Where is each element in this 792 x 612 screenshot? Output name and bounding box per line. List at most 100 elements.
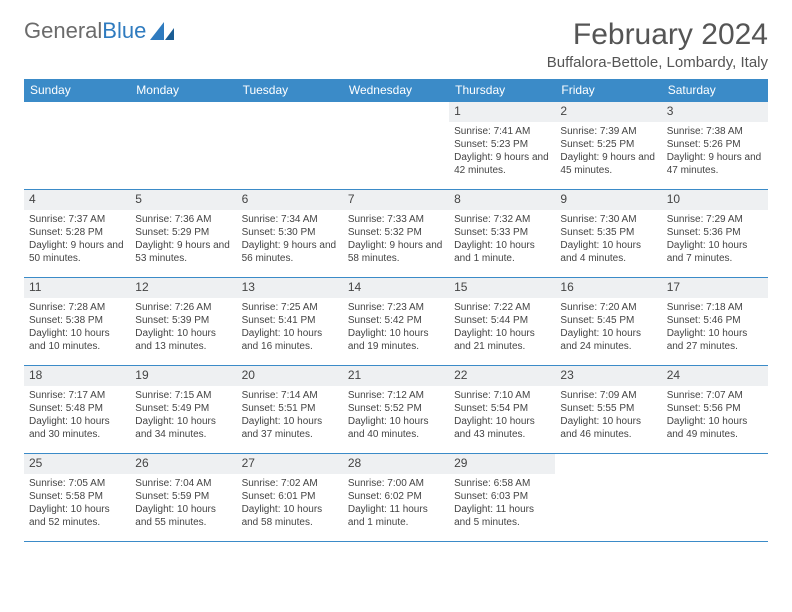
day-cell: 3Sunrise: 7:38 AMSunset: 5:26 PMDaylight… [662, 102, 768, 190]
weekday-header: Wednesday [343, 79, 449, 102]
sunrise-text: Sunrise: 7:30 AM [560, 213, 656, 226]
sunset-text: Sunset: 5:41 PM [242, 314, 338, 327]
daylight-text: Daylight: 9 hours and 58 minutes. [348, 239, 444, 265]
sunrise-text: Sunrise: 7:26 AM [135, 301, 231, 314]
day-cell: 2Sunrise: 7:39 AMSunset: 5:25 PMDaylight… [555, 102, 661, 190]
day-number: 26 [130, 454, 236, 474]
day-cell: 25Sunrise: 7:05 AMSunset: 5:58 PMDayligh… [24, 454, 130, 542]
day-cell: 27Sunrise: 7:02 AMSunset: 6:01 PMDayligh… [237, 454, 343, 542]
day-number: 7 [343, 190, 449, 210]
day-number: 21 [343, 366, 449, 386]
sunset-text: Sunset: 5:36 PM [667, 226, 763, 239]
day-number: 22 [449, 366, 555, 386]
sunrise-text: Sunrise: 7:25 AM [242, 301, 338, 314]
day-cell: 20Sunrise: 7:14 AMSunset: 5:51 PMDayligh… [237, 366, 343, 454]
sunset-text: Sunset: 6:02 PM [348, 490, 444, 503]
sunset-text: Sunset: 6:03 PM [454, 490, 550, 503]
daylight-text: Daylight: 10 hours and 24 minutes. [560, 327, 656, 353]
logo: GeneralBlue [24, 18, 174, 44]
daylight-text: Daylight: 10 hours and 58 minutes. [242, 503, 338, 529]
sunset-text: Sunset: 5:39 PM [135, 314, 231, 327]
daylight-text: Daylight: 10 hours and 19 minutes. [348, 327, 444, 353]
title-block: February 2024 Buffalora-Bettole, Lombard… [547, 18, 768, 71]
weekday-header-row: Sunday Monday Tuesday Wednesday Thursday… [24, 79, 768, 102]
weekday-header: Friday [555, 79, 661, 102]
sunset-text: Sunset: 5:33 PM [454, 226, 550, 239]
sunrise-text: Sunrise: 7:34 AM [242, 213, 338, 226]
daylight-text: Daylight: 10 hours and 55 minutes. [135, 503, 231, 529]
logo-part1: General [24, 18, 102, 43]
sunset-text: Sunset: 5:42 PM [348, 314, 444, 327]
weekday-header: Thursday [449, 79, 555, 102]
weekday-header: Tuesday [237, 79, 343, 102]
daylight-text: Daylight: 10 hours and 10 minutes. [29, 327, 125, 353]
calendar-row: 18Sunrise: 7:17 AMSunset: 5:48 PMDayligh… [24, 366, 768, 454]
sunrise-text: Sunrise: 7:10 AM [454, 389, 550, 402]
day-number: 11 [24, 278, 130, 298]
day-number: 29 [449, 454, 555, 474]
day-number: 24 [662, 366, 768, 386]
day-cell: 10Sunrise: 7:29 AMSunset: 5:36 PMDayligh… [662, 190, 768, 278]
day-number: 13 [237, 278, 343, 298]
day-cell: 14Sunrise: 7:23 AMSunset: 5:42 PMDayligh… [343, 278, 449, 366]
sunset-text: Sunset: 5:58 PM [29, 490, 125, 503]
day-cell: 9Sunrise: 7:30 AMSunset: 5:35 PMDaylight… [555, 190, 661, 278]
sunset-text: Sunset: 5:59 PM [135, 490, 231, 503]
sunset-text: Sunset: 5:29 PM [135, 226, 231, 239]
calendar-body: 1Sunrise: 7:41 AMSunset: 5:23 PMDaylight… [24, 102, 768, 542]
day-cell: 5Sunrise: 7:36 AMSunset: 5:29 PMDaylight… [130, 190, 236, 278]
sunrise-text: Sunrise: 7:07 AM [667, 389, 763, 402]
sunrise-text: Sunrise: 7:05 AM [29, 477, 125, 490]
sunset-text: Sunset: 5:45 PM [560, 314, 656, 327]
sunrise-text: Sunrise: 7:39 AM [560, 125, 656, 138]
calendar-table: Sunday Monday Tuesday Wednesday Thursday… [24, 79, 768, 542]
sunrise-text: Sunrise: 7:33 AM [348, 213, 444, 226]
daylight-text: Daylight: 9 hours and 45 minutes. [560, 151, 656, 177]
location: Buffalora-Bettole, Lombardy, Italy [547, 54, 768, 71]
logo-part2: Blue [102, 18, 146, 43]
calendar-row: 1Sunrise: 7:41 AMSunset: 5:23 PMDaylight… [24, 102, 768, 190]
calendar-row: 4Sunrise: 7:37 AMSunset: 5:28 PMDaylight… [24, 190, 768, 278]
daylight-text: Daylight: 10 hours and 7 minutes. [667, 239, 763, 265]
day-number: 8 [449, 190, 555, 210]
day-number: 14 [343, 278, 449, 298]
month-title: February 2024 [547, 18, 768, 52]
empty-cell [130, 102, 236, 190]
sunset-text: Sunset: 5:32 PM [348, 226, 444, 239]
day-cell: 12Sunrise: 7:26 AMSunset: 5:39 PMDayligh… [130, 278, 236, 366]
sunset-text: Sunset: 5:48 PM [29, 402, 125, 415]
day-number: 4 [24, 190, 130, 210]
day-cell: 24Sunrise: 7:07 AMSunset: 5:56 PMDayligh… [662, 366, 768, 454]
day-cell: 15Sunrise: 7:22 AMSunset: 5:44 PMDayligh… [449, 278, 555, 366]
sunrise-text: Sunrise: 7:28 AM [29, 301, 125, 314]
day-number: 15 [449, 278, 555, 298]
day-cell: 11Sunrise: 7:28 AMSunset: 5:38 PMDayligh… [24, 278, 130, 366]
weekday-header: Sunday [24, 79, 130, 102]
daylight-text: Daylight: 10 hours and 13 minutes. [135, 327, 231, 353]
sunrise-text: Sunrise: 7:41 AM [454, 125, 550, 138]
daylight-text: Daylight: 10 hours and 4 minutes. [560, 239, 656, 265]
sunset-text: Sunset: 5:46 PM [667, 314, 763, 327]
daylight-text: Daylight: 10 hours and 21 minutes. [454, 327, 550, 353]
sunrise-text: Sunrise: 7:36 AM [135, 213, 231, 226]
sunset-text: Sunset: 5:49 PM [135, 402, 231, 415]
daylight-text: Daylight: 9 hours and 47 minutes. [667, 151, 763, 177]
sunrise-text: Sunrise: 7:22 AM [454, 301, 550, 314]
daylight-text: Daylight: 9 hours and 42 minutes. [454, 151, 550, 177]
daylight-text: Daylight: 10 hours and 49 minutes. [667, 415, 763, 441]
day-cell: 4Sunrise: 7:37 AMSunset: 5:28 PMDaylight… [24, 190, 130, 278]
day-cell: 22Sunrise: 7:10 AMSunset: 5:54 PMDayligh… [449, 366, 555, 454]
sunset-text: Sunset: 5:55 PM [560, 402, 656, 415]
sunrise-text: Sunrise: 7:02 AM [242, 477, 338, 490]
day-number: 17 [662, 278, 768, 298]
calendar-row: 25Sunrise: 7:05 AMSunset: 5:58 PMDayligh… [24, 454, 768, 542]
sunrise-text: Sunrise: 7:12 AM [348, 389, 444, 402]
day-number: 20 [237, 366, 343, 386]
day-number: 6 [237, 190, 343, 210]
day-number: 16 [555, 278, 661, 298]
day-number: 9 [555, 190, 661, 210]
empty-cell [555, 454, 661, 542]
daylight-text: Daylight: 10 hours and 40 minutes. [348, 415, 444, 441]
day-number: 5 [130, 190, 236, 210]
sunrise-text: Sunrise: 7:15 AM [135, 389, 231, 402]
